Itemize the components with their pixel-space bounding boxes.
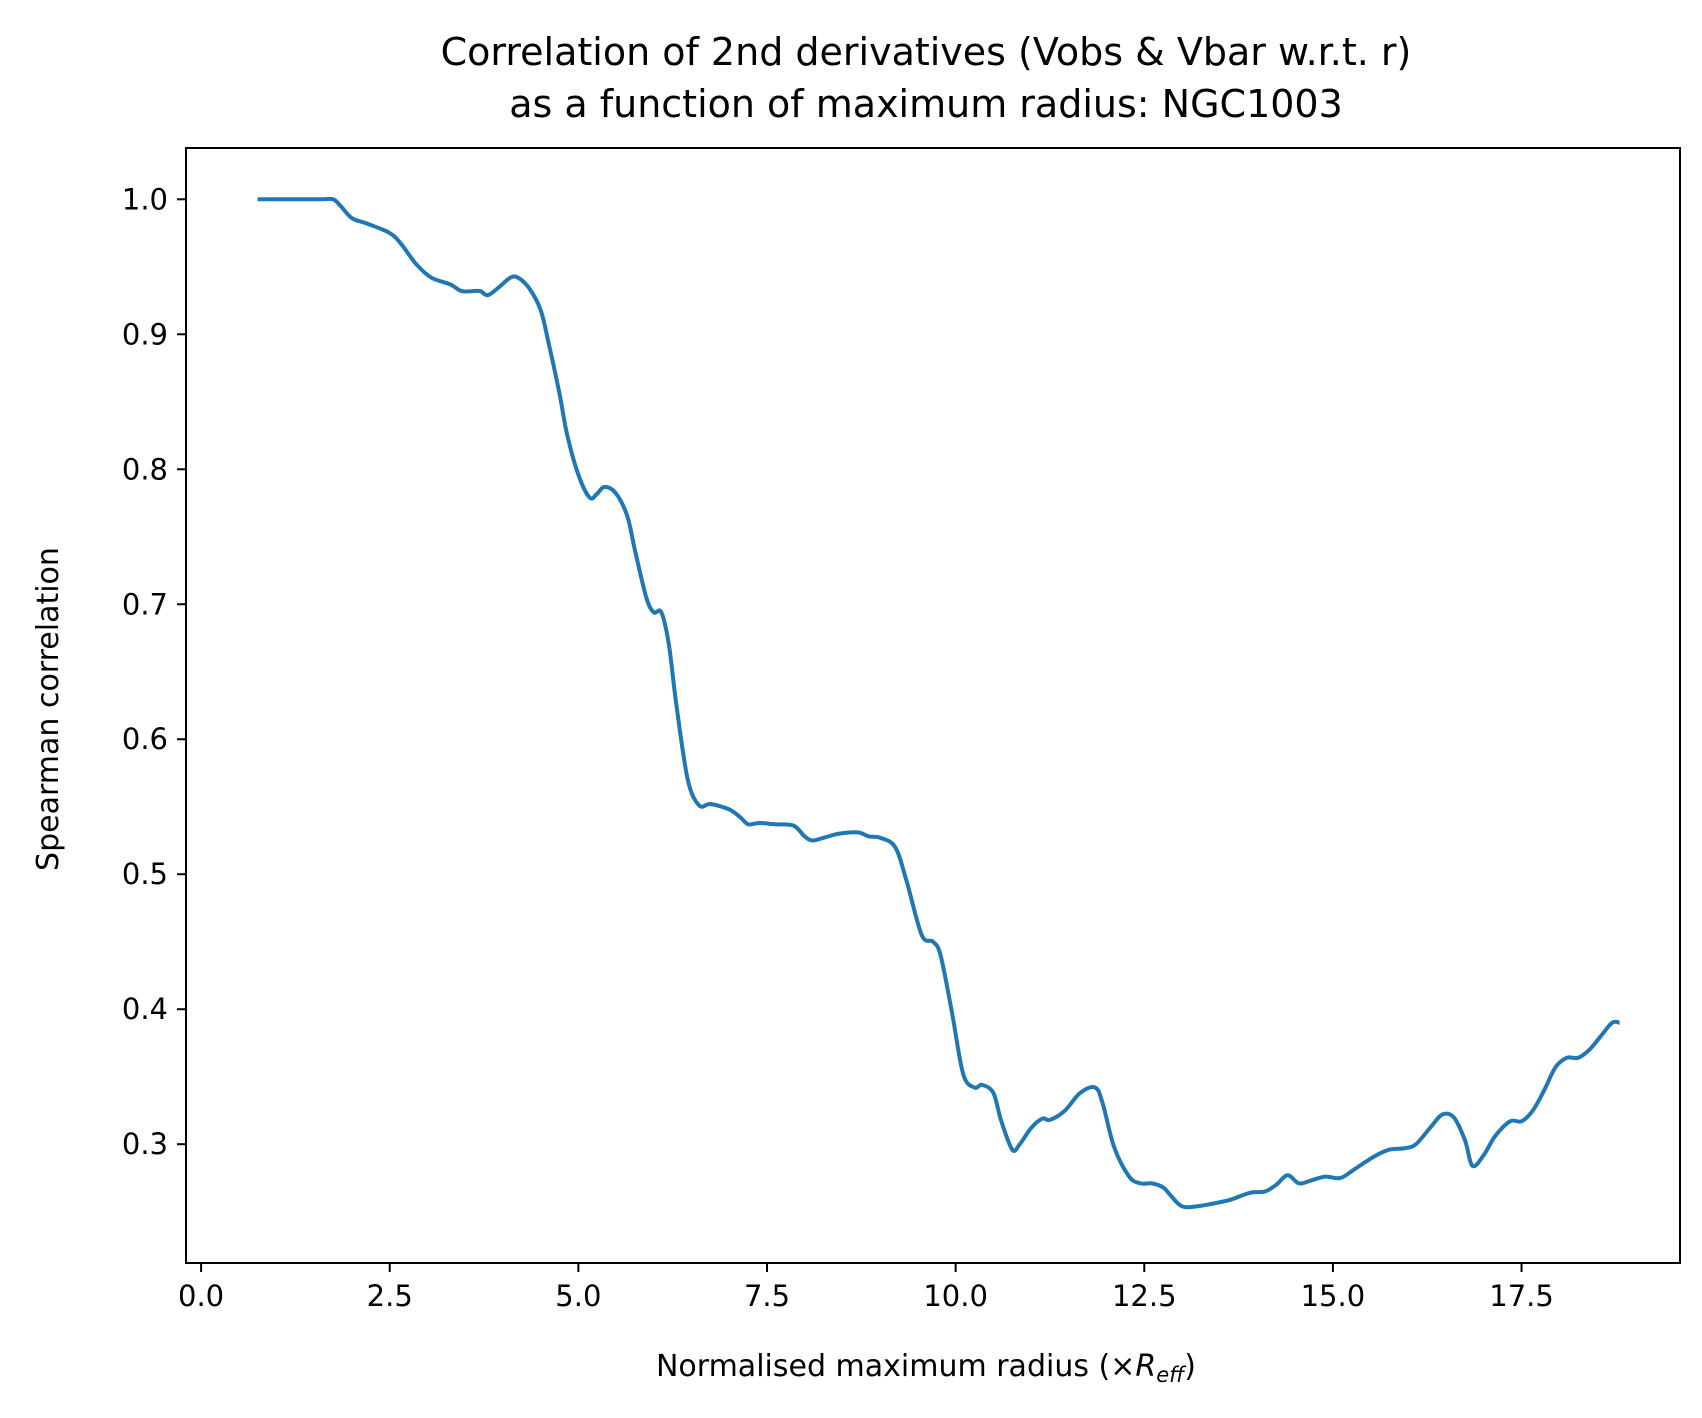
x-tick-label: 5.0 — [555, 1279, 601, 1313]
y-tick-label: 0.3 — [122, 1127, 168, 1161]
x-tick-label: 7.5 — [744, 1279, 790, 1313]
x-axis-label: Normalised maximum radius (×Reff) — [656, 1349, 1196, 1387]
y-tick-label: 0.4 — [122, 992, 168, 1026]
y-tick-label: 0.5 — [122, 857, 168, 891]
x-axis-label-subscript: eff — [1156, 1363, 1187, 1387]
x-axis-ticks: 0.0 2.5 5.0 7.5 10.0 12.5 15.0 17.5 — [178, 1263, 1554, 1313]
y-tick-label: 0.9 — [122, 317, 168, 351]
y-tick-label: 0.8 — [122, 452, 168, 486]
y-axis-ticks: 0.3 0.4 0.5 0.6 0.7 0.8 0.9 1.0 — [122, 182, 186, 1161]
x-tick-label: 12.5 — [1112, 1279, 1177, 1313]
y-axis-label: Spearman correlation — [31, 547, 66, 871]
series-line — [257, 196, 1620, 1210]
x-tick-label: 2.5 — [367, 1279, 413, 1313]
y-tick-label: 0.7 — [122, 587, 168, 621]
x-axis-label-end: ) — [1184, 1349, 1196, 1384]
chart-title-line2: as a function of maximum radius: NGC1003 — [509, 82, 1343, 126]
y-tick-label: 1.0 — [122, 182, 168, 216]
y-tick-label: 0.6 — [122, 722, 168, 756]
x-tick-label: 15.0 — [1301, 1279, 1366, 1313]
x-tick-label: 10.0 — [923, 1279, 988, 1313]
x-axis-label-symbol: R — [1135, 1349, 1156, 1384]
plot-frame — [185, 147, 1681, 1264]
x-tick-label: 0.0 — [178, 1279, 224, 1313]
chart-title-line1: Correlation of 2nd derivatives (Vobs & V… — [441, 30, 1412, 74]
x-axis-label-main: Normalised maximum radius (× — [656, 1349, 1135, 1384]
x-tick-label: 17.5 — [1489, 1279, 1554, 1313]
